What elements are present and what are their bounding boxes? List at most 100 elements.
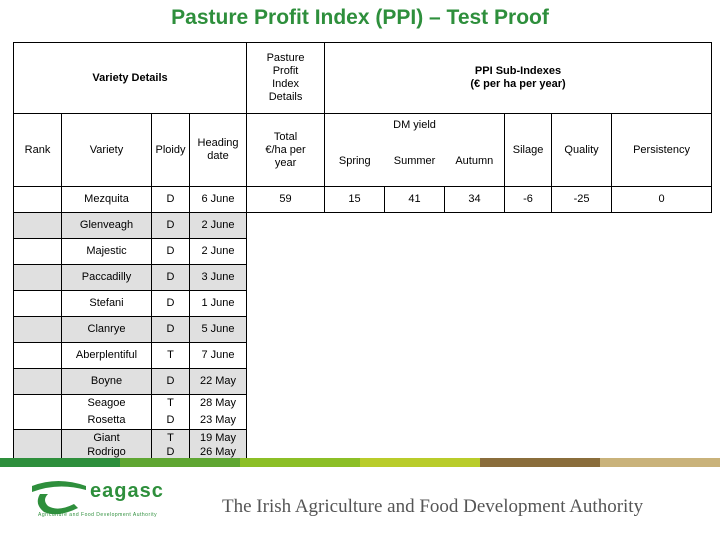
teagasc-logo: eagasc Agriculture and Food Development … (28, 474, 178, 526)
variety-line: Giant (93, 432, 120, 444)
ploidy-header: Ploidy (151, 113, 190, 187)
ploidy-line: T (167, 432, 174, 444)
header-row-top: Variety Details Pasture Profit Index Det… (12, 42, 713, 114)
total-line: Total (273, 130, 298, 143)
ploidy-line: D (166, 446, 175, 458)
heading-line: 26 May (199, 446, 237, 458)
total-header: Total €/ha per year (246, 113, 326, 187)
total-line: year (274, 156, 297, 169)
silage-cell: -6 (504, 186, 553, 213)
rank-cell (13, 212, 62, 239)
rank-cell (13, 238, 62, 265)
empty-cell (246, 290, 712, 317)
empty-cell (246, 342, 712, 369)
variety-cell: Mezquita (61, 186, 152, 213)
ppi-details-line: Details (268, 91, 303, 103)
heading-cell: 5 June (188, 316, 248, 343)
table-row: Giant Rodrigo T D 19 May 26 May (13, 429, 712, 461)
autumn-cell: 34 (444, 186, 506, 213)
ppi-table: Variety Details Pasture Profit Index Det… (12, 42, 713, 461)
heading-line: Heading (197, 137, 239, 149)
variety-details-label: Variety Details (92, 71, 168, 84)
persistency-header: Persistency (611, 113, 713, 187)
sub-indexes-header: PPI Sub-Indexes (€ per ha per year) (324, 42, 713, 114)
table-row: Mezquita D 6 June 59 15 41 34 -6 -25 0 (13, 186, 713, 213)
dm-yield-header: DM yield (324, 112, 506, 137)
logo-text: eagasc (90, 480, 164, 502)
table-row: Paccadilly D 3 June (13, 264, 712, 291)
heading-cell: 6 June (188, 186, 248, 213)
rank-cell (13, 342, 62, 369)
rank-cell (13, 316, 62, 343)
heading-cell: 19 May 26 May (188, 429, 248, 461)
heading-cell: 22 May (188, 368, 248, 395)
empty-cell (246, 368, 712, 395)
spring-header: Spring (324, 136, 385, 187)
variety-cell: Majestic (61, 238, 152, 265)
variety-line: Rodrigo (87, 446, 126, 458)
rank-cell (13, 186, 62, 213)
variety-line: Seagoe (87, 397, 126, 409)
summer-header: Summer (384, 136, 445, 187)
empty-cell (246, 429, 712, 461)
ppi-details-header: Pasture Profit Index Details (246, 42, 326, 114)
ploidy-cell: D (151, 316, 190, 343)
autumn-header: Autumn (444, 136, 506, 187)
spring-cell: 15 (324, 186, 386, 213)
table-row: Clanrye D 5 June (13, 316, 712, 343)
bar-segment (360, 458, 480, 467)
ppi-details-line: Index (272, 78, 299, 90)
ploidy-cell: D (151, 238, 190, 265)
ploidy-cell: D (151, 212, 190, 239)
page-title: Pasture Profit Index (PPI) – Test Proof (171, 6, 549, 29)
heading-line: 19 May (199, 432, 237, 444)
ploidy-cell: D (151, 186, 190, 213)
bar-segment (600, 458, 720, 467)
ppi-details-line: Profit (272, 65, 299, 77)
variety-details-header: Variety Details (12, 42, 248, 114)
ploidy-cell: D (151, 368, 190, 395)
empty-cell (246, 212, 712, 239)
header-row-seasons: Spring Summer Autumn (14, 136, 712, 187)
ppi-details-line: Pasture (266, 52, 305, 64)
silage-header: Silage (504, 113, 553, 187)
summer-cell: 41 (384, 186, 446, 213)
variety-cell: Seagoe Rosetta (61, 394, 152, 430)
variety-cell: Paccadilly (61, 264, 152, 291)
bar-segment (480, 458, 600, 467)
heading-cell: 28 May 23 May (188, 394, 248, 430)
heading-cell: 1 June (188, 290, 248, 317)
variety-cell: Boyne (61, 368, 152, 395)
heading-cell: 3 June (188, 264, 248, 291)
empty-cell (246, 264, 712, 291)
ploidy-line: T (167, 397, 174, 409)
table-row: Boyne D 22 May (13, 368, 712, 395)
variety-header: Variety (61, 113, 152, 187)
heading-date-header: Heading date (188, 113, 248, 187)
variety-cell: Glenveagh (61, 212, 152, 239)
ppi-table-container: Variety Details Pasture Profit Index Det… (12, 42, 713, 461)
footer-tagline: The Irish Agriculture and Food Developme… (222, 496, 644, 517)
logo-subtext: Agriculture and Food Development Authori… (38, 512, 158, 518)
total-cell: 59 (246, 186, 326, 213)
quality-cell: -25 (551, 186, 613, 213)
ploidy-cell: T (151, 342, 190, 369)
table-row: Glenveagh D 2 June (13, 212, 712, 239)
sub-index-line: (€ per ha per year) (470, 78, 566, 90)
rank-header: Rank (13, 113, 62, 187)
quality-header: Quality (551, 113, 613, 187)
empty-cell (246, 316, 712, 343)
persistency-cell: 0 (611, 186, 713, 213)
variety-line: Rosetta (87, 414, 126, 426)
sub-index-line: PPI Sub-Indexes (474, 65, 562, 77)
bar-segment (120, 458, 240, 467)
variety-cell: Aberplentiful (61, 342, 152, 369)
heading-cell: 2 June (188, 212, 248, 239)
empty-cell (246, 394, 712, 430)
ploidy-cell: D (151, 264, 190, 291)
rank-cell (13, 264, 62, 291)
total-line: €/ha per (265, 143, 306, 156)
variety-cell: Clanrye (61, 316, 152, 343)
rank-cell (13, 394, 62, 430)
empty-cell (246, 238, 712, 265)
